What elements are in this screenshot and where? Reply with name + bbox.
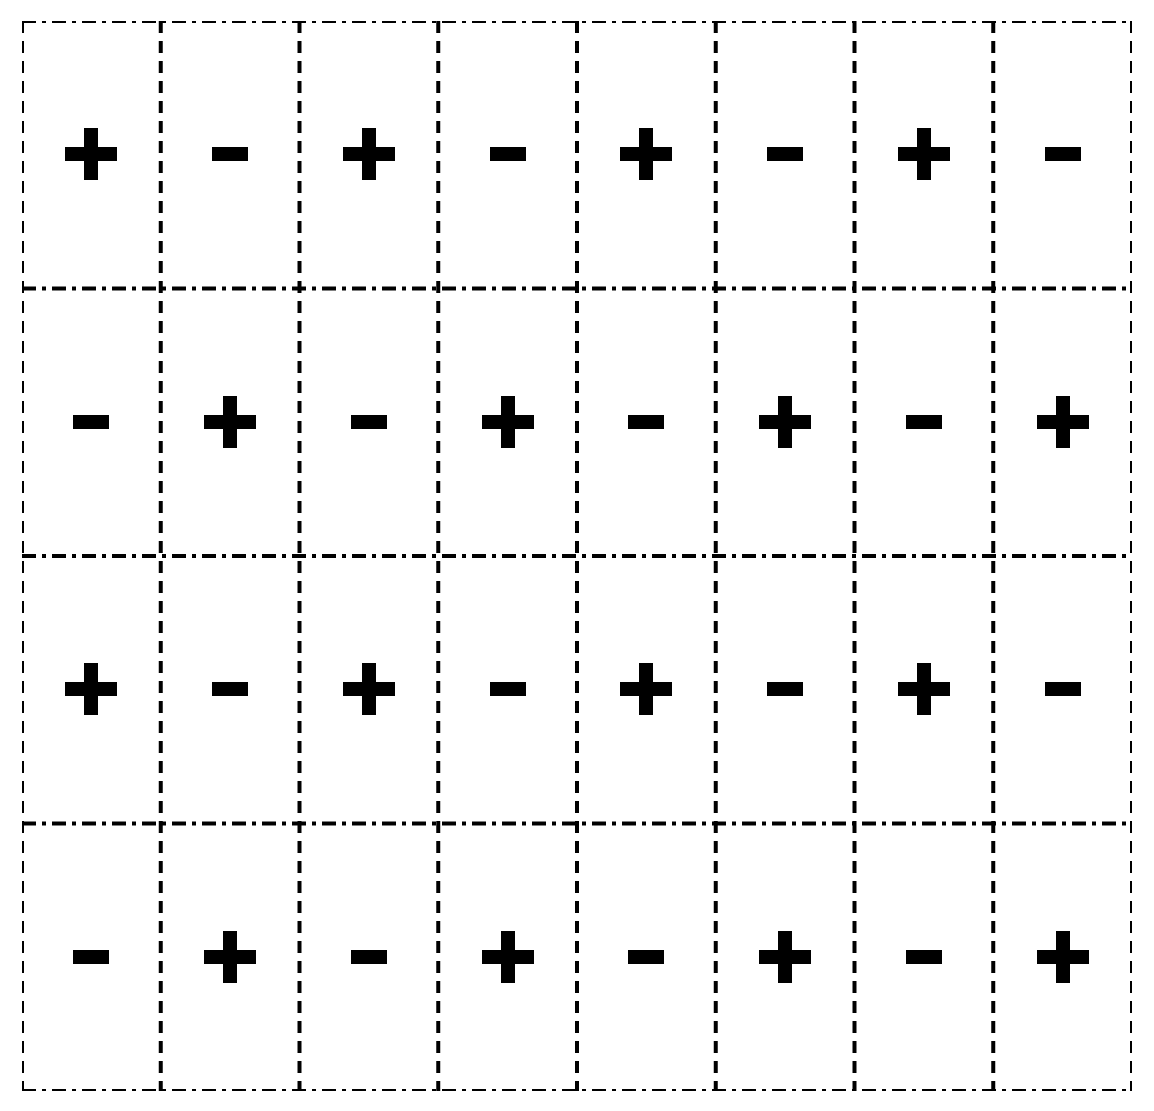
minus-icon — [1045, 147, 1081, 161]
minus-icon — [490, 682, 526, 696]
plus-icon — [343, 128, 395, 180]
minus-icon — [490, 147, 526, 161]
plus-icon — [1037, 931, 1089, 983]
minus-icon — [767, 147, 803, 161]
grid-cell — [993, 823, 1132, 1091]
grid-cell — [22, 288, 161, 556]
plus-icon — [759, 396, 811, 448]
plus-icon — [898, 663, 950, 715]
plus-icon — [65, 663, 117, 715]
grid-cell — [855, 556, 994, 824]
plus-icon — [1037, 396, 1089, 448]
grid-cell — [22, 823, 161, 1091]
grid-cell — [161, 288, 300, 556]
minus-icon — [351, 950, 387, 964]
grid-cell — [577, 21, 716, 289]
grid-cell — [300, 556, 439, 824]
plus-icon — [482, 396, 534, 448]
grid-cell — [993, 556, 1132, 824]
grid-cell — [993, 288, 1132, 556]
plus-icon — [65, 128, 117, 180]
grid-cell — [716, 288, 855, 556]
grid-cell — [855, 21, 994, 289]
grid-cell — [161, 823, 300, 1091]
plus-icon — [204, 396, 256, 448]
grid-cell — [300, 823, 439, 1091]
minus-icon — [73, 415, 109, 429]
grid-cell — [577, 288, 716, 556]
grid-cell — [22, 21, 161, 289]
plus-icon — [620, 128, 672, 180]
plus-icon — [343, 663, 395, 715]
minus-icon — [628, 950, 664, 964]
grid-cell — [161, 21, 300, 289]
grid-cell — [438, 823, 577, 1091]
grid-cell — [300, 21, 439, 289]
minus-icon — [351, 415, 387, 429]
polarity-grid-diagram — [22, 21, 1132, 1091]
plus-icon — [620, 663, 672, 715]
minus-icon — [767, 682, 803, 696]
plus-icon — [204, 931, 256, 983]
grid-cell — [855, 288, 994, 556]
minus-icon — [212, 682, 248, 696]
plus-icon — [482, 931, 534, 983]
minus-icon — [73, 950, 109, 964]
grid-cell — [161, 556, 300, 824]
minus-icon — [1045, 682, 1081, 696]
minus-icon — [906, 415, 942, 429]
grid-cell — [577, 556, 716, 824]
minus-icon — [212, 147, 248, 161]
plus-icon — [898, 128, 950, 180]
grid-cell — [438, 288, 577, 556]
grid-cell — [577, 823, 716, 1091]
grid-cell — [300, 288, 439, 556]
minus-icon — [906, 950, 942, 964]
grid-cell — [438, 21, 577, 289]
grid-cell — [855, 823, 994, 1091]
grid-cell — [716, 823, 855, 1091]
grid-cell — [438, 556, 577, 824]
grid-cell — [716, 556, 855, 824]
grid-cell — [993, 21, 1132, 289]
minus-icon — [628, 415, 664, 429]
grid-cell — [22, 556, 161, 824]
grid-cell — [716, 21, 855, 289]
plus-icon — [759, 931, 811, 983]
